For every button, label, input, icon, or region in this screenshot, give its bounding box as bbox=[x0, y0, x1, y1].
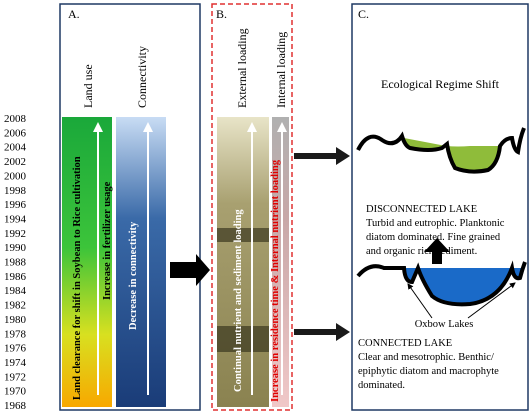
heading: Land use bbox=[81, 64, 95, 108]
bar-text: Continual nutrient and sediment loading bbox=[233, 209, 244, 392]
year-label: 1976 bbox=[4, 343, 27, 355]
year-label: 2006 bbox=[4, 127, 27, 139]
arrow bbox=[294, 323, 350, 341]
year-label: 1988 bbox=[4, 257, 27, 269]
year-label: 1974 bbox=[4, 357, 27, 369]
description-line: epiphytic diatom and macrophyte bbox=[358, 366, 499, 377]
oxbow-label: Oxbow Lakes bbox=[415, 319, 474, 330]
bar-text: Decrease in connectivity bbox=[128, 221, 139, 330]
description-line: Turbid and eutrophic. Planktonic bbox=[366, 218, 505, 229]
year-label: 2002 bbox=[4, 156, 26, 168]
heading: External loading bbox=[235, 28, 249, 108]
big-arrow bbox=[170, 254, 210, 286]
year-label: 1996 bbox=[4, 199, 27, 211]
year-label: 2000 bbox=[4, 170, 27, 182]
year-label: 1990 bbox=[4, 242, 27, 254]
heading: Internal loading bbox=[274, 32, 288, 108]
year-label: 1968 bbox=[4, 400, 27, 412]
lake-title: CONNECTED LAKE bbox=[358, 338, 452, 349]
year-label: 1994 bbox=[4, 213, 27, 225]
year-label: 1984 bbox=[4, 285, 27, 297]
year-label: 1982 bbox=[4, 300, 26, 312]
panel-label: A. bbox=[68, 7, 80, 21]
year-label: 1980 bbox=[4, 314, 27, 326]
year-label: 1972 bbox=[4, 371, 26, 383]
lake-title: DISCONNECTED LAKE bbox=[366, 204, 477, 215]
description-line: and organic rich sediment. bbox=[366, 246, 477, 257]
bar-text: Land clearance for shift in Soybean to R… bbox=[72, 156, 83, 400]
year-label: 1978 bbox=[4, 328, 27, 340]
heading: Connectivity bbox=[135, 46, 149, 108]
description-line: dominated. bbox=[358, 380, 405, 391]
year-label: 1970 bbox=[4, 386, 27, 398]
panel-label: B. bbox=[216, 7, 227, 21]
year-label: 2004 bbox=[4, 142, 27, 154]
connectivity-bar bbox=[116, 117, 166, 407]
bar-text: Increase in fertilizer usage bbox=[102, 181, 113, 300]
panel-label: C. bbox=[358, 7, 369, 21]
title: Ecological Regime Shift bbox=[381, 77, 500, 91]
year-label: 2008 bbox=[4, 113, 27, 125]
bar-text: Increase in residence time & Internal nu… bbox=[270, 159, 281, 402]
year-label: 1986 bbox=[4, 271, 27, 283]
description-line: Clear and mesotrophic. Benthic/ bbox=[358, 352, 494, 363]
description-line: diatom dominated. Fine grained bbox=[366, 232, 501, 243]
year-label: 1998 bbox=[4, 185, 27, 197]
figure: A. B. C. Land use Connectivity Land clea… bbox=[0, 0, 529, 412]
year-label: 1992 bbox=[4, 228, 26, 240]
lake-profile bbox=[358, 128, 524, 172]
arrow bbox=[294, 147, 350, 165]
